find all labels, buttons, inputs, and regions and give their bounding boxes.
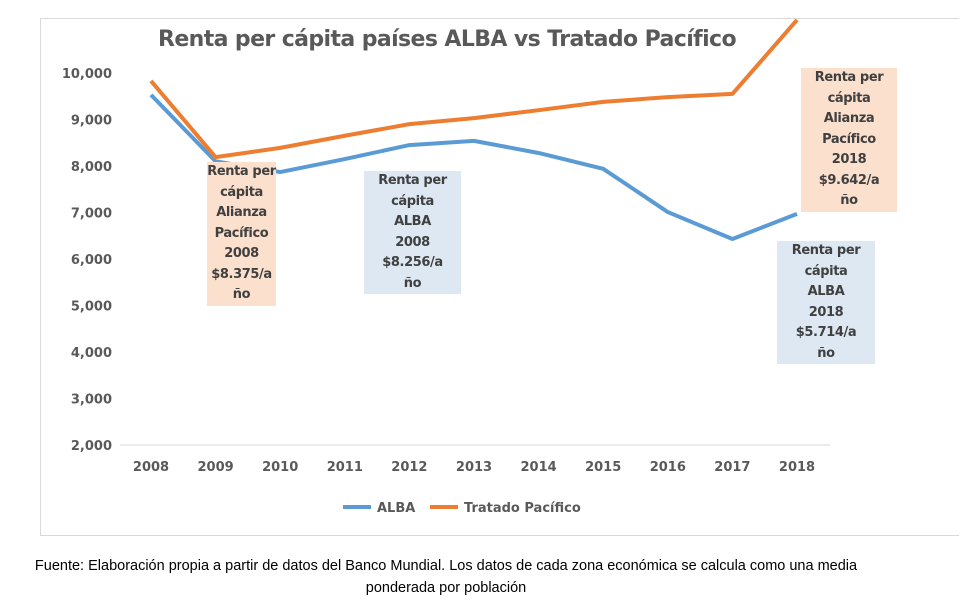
x-tick-label: 2016: [650, 460, 686, 475]
y-tick-label: 6,000: [71, 253, 112, 268]
annotation-box: Renta per cápita ALBA 2008 $8.256/a ño: [364, 171, 461, 294]
annotation-line: 2008: [395, 234, 430, 250]
legend-label: ALBA: [377, 501, 415, 516]
x-tick-label: 2009: [198, 460, 234, 475]
annotation-line: ño: [817, 345, 835, 361]
annotation-line: $5.714/a: [795, 325, 857, 340]
annotation-line: ALBA: [394, 214, 431, 229]
annotation-line: cápita: [220, 184, 263, 200]
annotation-line: Pacífico: [822, 131, 876, 147]
x-tick-label: 2018: [779, 460, 815, 475]
annotation-line: Alianza: [216, 205, 267, 220]
y-tick-label: 10,000: [62, 67, 112, 82]
annotation-box: Renta per cápita Alianza Pacífico 2008 $8.375…: [207, 162, 276, 306]
annotation-line: ño: [840, 193, 858, 208]
annotation-line: ño: [403, 275, 422, 291]
y-tick-label: 2,000: [71, 439, 112, 454]
annotation-line: Renta per: [207, 164, 276, 179]
x-tick-label: 2017: [714, 460, 750, 475]
annotation-line: $8.256/a: [382, 255, 443, 270]
chart-title: Renta per cápita países ALBA vs Tratado …: [158, 27, 737, 52]
y-tick-label: 5,000: [71, 300, 112, 315]
annotation-line: Alianza: [823, 111, 875, 126]
annotation-line: Renta per: [378, 173, 447, 188]
annotation-box: Renta per cápita ALBA 2018 $5.714/a ño: [777, 241, 875, 364]
annotation-line: 2018: [808, 304, 844, 320]
annotation-line: Renta per: [791, 243, 861, 258]
x-tick-label: 2014: [521, 460, 557, 475]
y-tick-label: 8,000: [71, 160, 112, 175]
x-tick-label: 2015: [585, 460, 621, 475]
y-tick-label: 7,000: [71, 207, 112, 222]
annotation-line: $8.375/a: [211, 266, 272, 282]
annotation-line: 2018: [831, 152, 867, 167]
annotation-line: 2008: [224, 246, 259, 261]
x-tick-label: 2011: [327, 460, 363, 475]
annotation-line: ALBA: [807, 284, 845, 299]
source-caption: Fuente: Elaboración propia a partir de d…: [34, 558, 858, 596]
annotation-line: ño: [232, 287, 251, 302]
annotation-box: Renta per cápita Alianza Pacífico 2018 $9.642…: [801, 68, 897, 212]
x-tick-label: 2008: [133, 460, 169, 475]
y-tick-label: 9,000: [71, 114, 112, 129]
legend-label: Tratado Pacífico: [464, 501, 581, 516]
annotation-line: Renta per: [814, 70, 884, 85]
y-tick-label: 4,000: [71, 346, 112, 361]
annotation-line: cápita: [827, 90, 871, 106]
annotation-line: $9.642/a: [818, 172, 880, 188]
series-line-tratado-pacifico: [149, 18, 799, 160]
chart-frame: [40, 18, 959, 536]
x-tick-label: 2010: [262, 460, 298, 475]
x-tick-label: 2013: [456, 460, 492, 475]
annotation-line: cápita: [804, 263, 848, 279]
x-tick-label: 2012: [391, 460, 427, 475]
y-tick-label: 3,000: [71, 393, 112, 408]
annotation-line: Pacífico: [214, 225, 269, 241]
annotation-line: cápita: [391, 193, 434, 209]
